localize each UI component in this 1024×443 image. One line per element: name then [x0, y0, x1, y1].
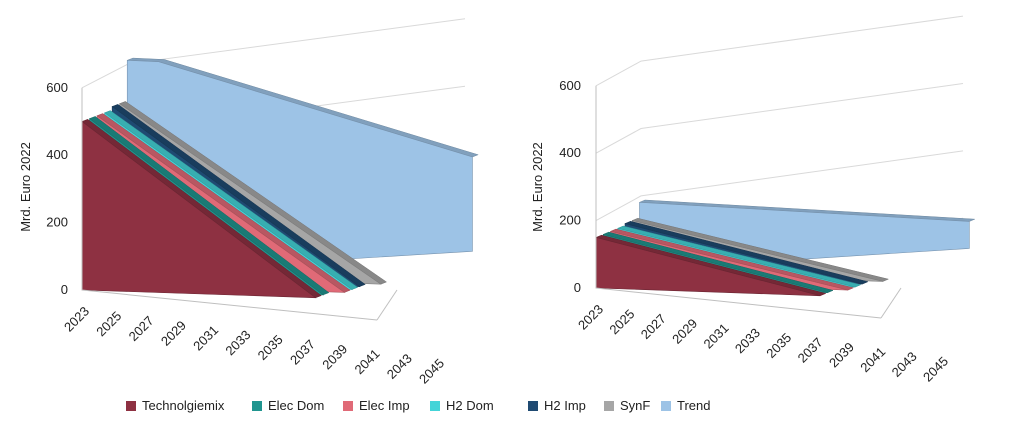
legend-item-elec-imp: Elec Imp	[343, 398, 410, 413]
legend-item-elec-dom: Elec Dom	[252, 398, 324, 413]
gridline	[595, 150, 964, 222]
x-axis-line	[81, 289, 378, 321]
x-axis	[81, 87, 398, 321]
x-tick-label: 2041	[857, 344, 888, 375]
legend-swatch	[604, 400, 614, 411]
legend-label: Elec Dom	[268, 398, 325, 413]
y-tick-label: 0	[574, 280, 581, 295]
legend-label: Elec Imp	[359, 398, 410, 413]
y-tick-label: 400	[46, 147, 68, 162]
x-tick-label: 2035	[763, 330, 794, 361]
x-tick-label: 2037	[287, 337, 318, 368]
legend-swatch	[252, 400, 262, 411]
x-tick-label: 2045	[920, 354, 951, 385]
y-tick-label: 600	[46, 80, 68, 95]
legend-swatch	[343, 400, 353, 411]
y-axis-title: Mrd. Euro 2022	[530, 142, 545, 232]
legend-swatch	[126, 400, 136, 411]
x-axis	[595, 85, 902, 319]
series-group	[81, 57, 479, 299]
x-tick-label: 2033	[732, 325, 763, 356]
legend-label: SynF	[620, 398, 651, 413]
x-tick-label: 2027	[638, 311, 669, 342]
chart-2: 0 200 400 600 Mrd. Euro 2022 2023 2025 2027 2029…	[530, 15, 975, 385]
x-tick-label: 2025	[606, 306, 637, 337]
x-tick-label: 2031	[190, 322, 221, 353]
chart-1: 0 200 400 600 Mrd. Euro 2022 2023 2025 2027 2029…	[18, 18, 479, 387]
x-tick-label: 2043	[384, 351, 415, 382]
x-tick-label: 2035	[255, 332, 286, 363]
x-tick-label: 2039	[319, 341, 350, 372]
x-tick-label: 2039	[826, 339, 857, 370]
x-tick-label: 2029	[158, 318, 189, 349]
x-axis-line	[595, 287, 882, 319]
x-tick-label: 2037	[795, 335, 826, 366]
legend-item-h2-imp: H2 Imp	[528, 398, 586, 413]
legend-label: H2 Imp	[544, 398, 586, 413]
y-tick-label: 400	[559, 145, 581, 160]
gridline	[595, 83, 964, 154]
legend-item-technolgiemix: Technolgiemix	[126, 398, 224, 413]
legend-item-synf: SynF	[604, 398, 650, 413]
legend-swatch	[430, 400, 440, 411]
legend-item-trend: Trend	[661, 398, 710, 413]
chart-legend: Technolgiemix Elec Dom Elec Imp H2 Dom H…	[0, 398, 1024, 420]
x-tick-label: 2025	[93, 308, 124, 339]
x-tick-label: 2033	[222, 327, 253, 358]
x-tick-label: 2043	[889, 349, 920, 380]
depth-axis-line	[376, 289, 398, 321]
legend-swatch	[528, 400, 538, 411]
legend-label: Trend	[677, 398, 711, 413]
x-tick-label: 2041	[352, 346, 383, 377]
x-tick-label: 2029	[669, 316, 700, 347]
gridline	[595, 15, 964, 87]
legend-label: Technolgiemix	[142, 398, 225, 413]
legend-label: H2 Dom	[446, 398, 494, 413]
y-tick-label: 200	[559, 213, 581, 228]
x-tick-label: 2023	[61, 304, 92, 335]
x-tick-label: 2023	[575, 302, 606, 333]
x-tick-label: 2027	[126, 313, 157, 344]
y-tick-label: 200	[46, 215, 68, 230]
depth-axis-line	[880, 287, 902, 319]
legend-swatch	[661, 400, 671, 411]
y-tick-label: 0	[61, 282, 68, 297]
x-tick-label: 2045	[416, 356, 447, 387]
x-tick-label: 2031	[701, 320, 732, 351]
series-group	[595, 199, 975, 297]
y-axis-title: Mrd. Euro 2022	[18, 142, 33, 232]
y-tick-label: 600	[559, 78, 581, 93]
legend-item-h2-dom: H2 Dom	[430, 398, 494, 413]
